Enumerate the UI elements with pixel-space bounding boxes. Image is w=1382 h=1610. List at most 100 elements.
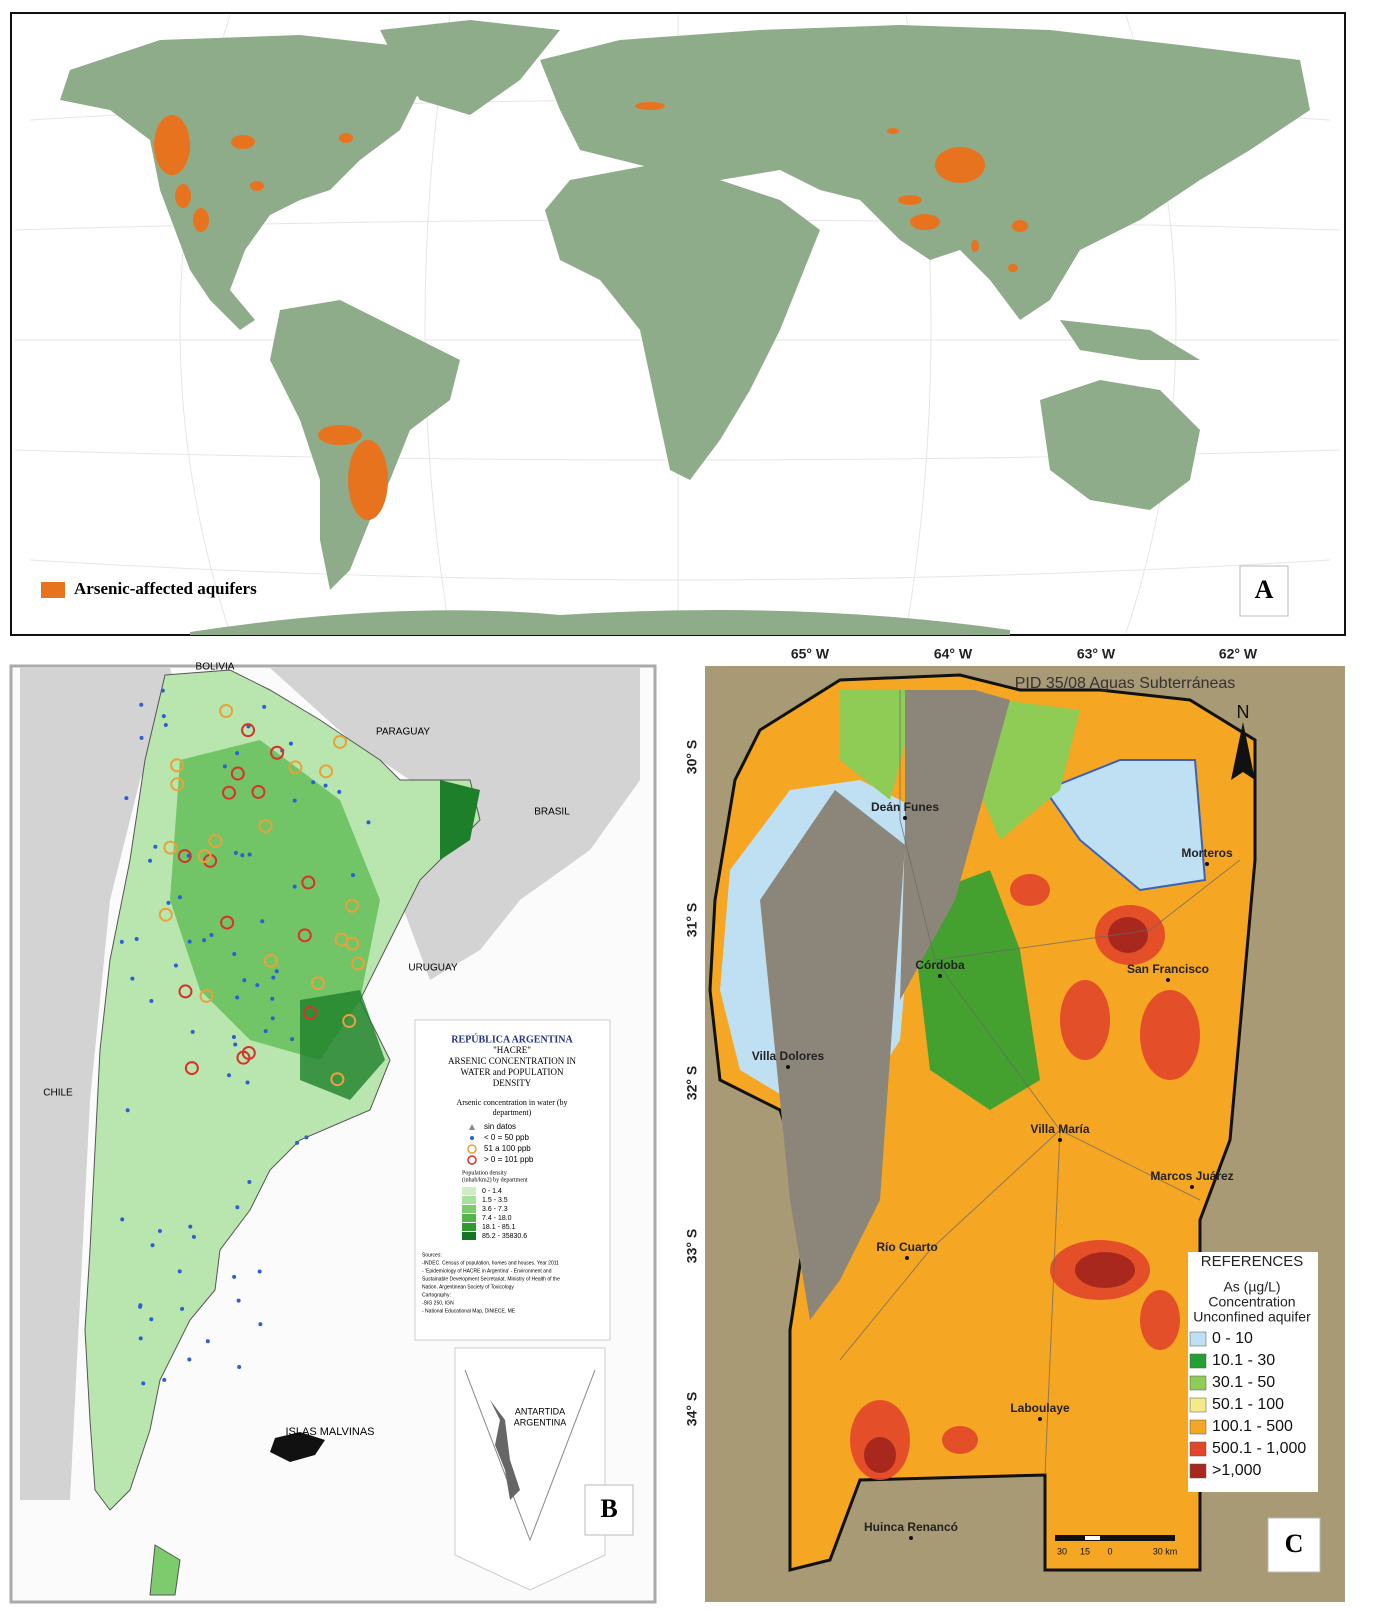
malvinas (270, 1432, 325, 1462)
sample-point (163, 723, 168, 728)
sample-ring (330, 1072, 345, 1087)
sample-ring (342, 1014, 357, 1029)
longitude-label: 62° W (1219, 646, 1258, 662)
legend-source: Nation. Argentinean Society of Toxicolog… (422, 1284, 514, 1290)
legend-swatch (1189, 1331, 1207, 1347)
sample-ring (170, 777, 185, 792)
legend-label: 51 a 100 ppb (484, 1144, 531, 1153)
legend-subtitle: As (µg/L) (1223, 1279, 1280, 1295)
sample-point (235, 995, 240, 1000)
sample-point (237, 1364, 242, 1369)
island-label: ISLAS MALVINAS (285, 1426, 374, 1438)
legend-label: < 0 = 50 ppb (484, 1133, 529, 1142)
north-arrow (1231, 722, 1255, 780)
very-high-zones (864, 917, 1148, 1473)
legend-swatch (462, 1232, 476, 1240)
project-label: PID 35/08 Aguas Subterráneas (1015, 675, 1236, 692)
legend-label: 3.6 - 7.3 (482, 1206, 508, 1213)
sample-point (247, 1179, 252, 1184)
sample-point (270, 1016, 275, 1021)
sample-point (231, 1035, 236, 1040)
sector-lines (464, 1369, 596, 1542)
sample-point (232, 1274, 237, 1279)
sample-point (233, 1042, 238, 1047)
sample-ring (297, 928, 312, 943)
legend-section-title: department) (493, 1108, 532, 1117)
sample-point (236, 1298, 241, 1303)
country-label: CHILE (43, 1088, 73, 1099)
sample-point (124, 796, 129, 801)
misiones (440, 780, 480, 860)
sample-ring (170, 758, 185, 773)
legend-symbol (470, 1136, 474, 1140)
legend-swatch (1189, 1397, 1207, 1413)
sample-ring (303, 1005, 318, 1020)
sample-ring (251, 784, 266, 799)
legend-label: >1,000 (1212, 1462, 1261, 1479)
panel-letter-box (1267, 1517, 1321, 1573)
sample-point (157, 1228, 162, 1233)
country-label: URUGUAY (408, 963, 458, 974)
roads (839, 690, 1241, 1476)
aquifer (887, 128, 899, 134)
legend-label: 0 - 10 (1212, 1330, 1253, 1347)
aquifer (635, 102, 665, 110)
dense-region (300, 990, 385, 1100)
scale-label: 15 (1080, 1546, 1090, 1556)
legend-swatch (462, 1205, 476, 1213)
legend-section-title: Population density (462, 1170, 507, 1176)
antarctic-peninsula (490, 1400, 520, 1500)
sample-point (263, 1029, 268, 1034)
legend-label: 50.1 - 100 (1212, 1396, 1284, 1413)
legend-swatch (462, 1187, 476, 1195)
legend: REPÚBLICA ARGENTINA"HACRE"ARSENIC CONCEN… (422, 1033, 577, 1314)
legend-label: 30.1 - 50 (1212, 1374, 1275, 1391)
sample-point (233, 850, 238, 855)
legend-label: 85.2 - 35830.6 (482, 1233, 527, 1240)
legend-heading: DENSITY (493, 1078, 532, 1088)
mar-chiquita (1043, 759, 1207, 892)
city-label: Río Cuarto (876, 1240, 937, 1254)
legend-label: sin datos (484, 1122, 516, 1131)
sample-point (138, 1336, 143, 1341)
panel-c: 65° W 64° W 63° W 62° W 30° S 31° S 32° S 33° S… (684, 640, 1345, 1602)
sample-point (188, 1224, 193, 1229)
sample-ring (344, 898, 359, 913)
aquifer (318, 425, 362, 445)
sample-point (191, 1234, 196, 1239)
legend-source: - National Educational Map, DiNIECE, ME (422, 1308, 516, 1314)
legend-label: 500.1 - 1,000 (1212, 1440, 1306, 1457)
sample-point (120, 1217, 125, 1222)
sample-point (177, 895, 182, 900)
sample-ring (184, 1061, 199, 1076)
sample-ring (178, 984, 193, 999)
scale-bar-seg (1085, 1536, 1100, 1540)
sample-point (292, 884, 297, 889)
sample-point (311, 780, 316, 785)
sample-ring (263, 953, 278, 968)
city-label: Huinca Renancó (864, 1520, 958, 1534)
city-dot (1190, 1185, 1194, 1189)
aquifer (1008, 264, 1018, 272)
sample-point (295, 1140, 300, 1145)
sample-ring (258, 818, 273, 833)
sample-point (209, 933, 214, 938)
legend-section-title: (inhab/km2) by department (462, 1176, 528, 1183)
city-dot (786, 1065, 790, 1069)
longitude-label: 65° W (791, 646, 830, 662)
sample-point (160, 688, 165, 693)
north-label: N (1237, 702, 1250, 722)
scale-label: 30 km (1153, 1546, 1178, 1556)
sample-point (166, 900, 171, 905)
sample-point (150, 1243, 155, 1248)
legend-label: Arsenic-affected aquifers (74, 579, 257, 598)
aquifer (898, 195, 922, 205)
longitude-label: 64° W (934, 646, 973, 662)
sample-ring (270, 745, 285, 760)
sample-point (292, 798, 297, 803)
sample-ring (208, 834, 223, 849)
sample-point (262, 704, 267, 709)
tierra-del-fuego (149, 1544, 181, 1596)
sample-ring (219, 704, 234, 719)
